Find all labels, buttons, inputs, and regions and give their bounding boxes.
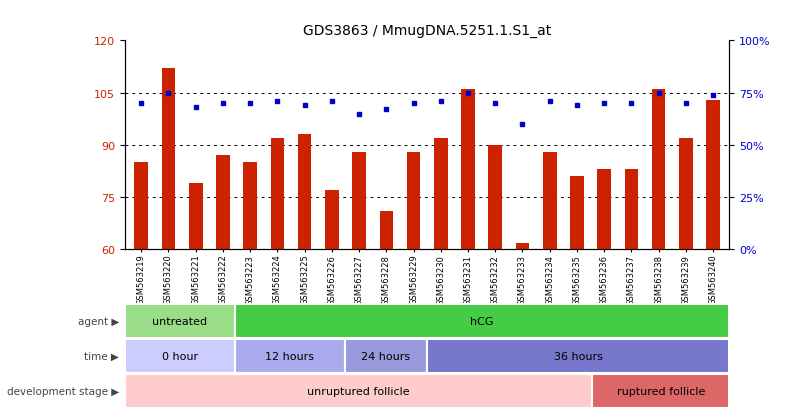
- Text: hCG: hCG: [471, 316, 494, 326]
- Bar: [407, 152, 421, 250]
- Bar: [216, 156, 230, 250]
- Bar: [125, 339, 235, 373]
- Bar: [597, 170, 611, 250]
- Text: agent ▶: agent ▶: [78, 316, 119, 326]
- Bar: [625, 170, 638, 250]
- Bar: [271, 139, 285, 250]
- Bar: [298, 135, 311, 250]
- Text: unruptured follicle: unruptured follicle: [307, 386, 409, 396]
- Bar: [380, 211, 393, 250]
- Title: GDS3863 / MmugDNA.5251.1.S1_at: GDS3863 / MmugDNA.5251.1.S1_at: [303, 24, 551, 38]
- Bar: [235, 304, 729, 338]
- Bar: [427, 339, 729, 373]
- Bar: [125, 374, 592, 408]
- Bar: [652, 90, 666, 250]
- Text: ruptured follicle: ruptured follicle: [617, 386, 705, 396]
- Bar: [125, 304, 235, 338]
- Bar: [189, 184, 202, 250]
- Bar: [488, 146, 502, 250]
- Bar: [235, 339, 345, 373]
- Bar: [135, 163, 148, 250]
- Bar: [516, 243, 530, 250]
- Bar: [162, 69, 175, 250]
- Text: untreated: untreated: [152, 316, 207, 326]
- Text: 0 hour: 0 hour: [162, 351, 198, 361]
- Bar: [706, 100, 720, 250]
- Bar: [592, 374, 729, 408]
- Bar: [543, 152, 556, 250]
- Text: 24 hours: 24 hours: [361, 351, 410, 361]
- Bar: [434, 139, 447, 250]
- Bar: [679, 139, 692, 250]
- Text: time ▶: time ▶: [85, 351, 119, 361]
- Text: development stage ▶: development stage ▶: [7, 386, 119, 396]
- Bar: [570, 177, 584, 250]
- Bar: [243, 163, 257, 250]
- Bar: [461, 90, 475, 250]
- Bar: [325, 191, 339, 250]
- Text: 36 hours: 36 hours: [554, 351, 603, 361]
- Text: 12 hours: 12 hours: [265, 351, 314, 361]
- Bar: [345, 339, 427, 373]
- Bar: [352, 152, 366, 250]
